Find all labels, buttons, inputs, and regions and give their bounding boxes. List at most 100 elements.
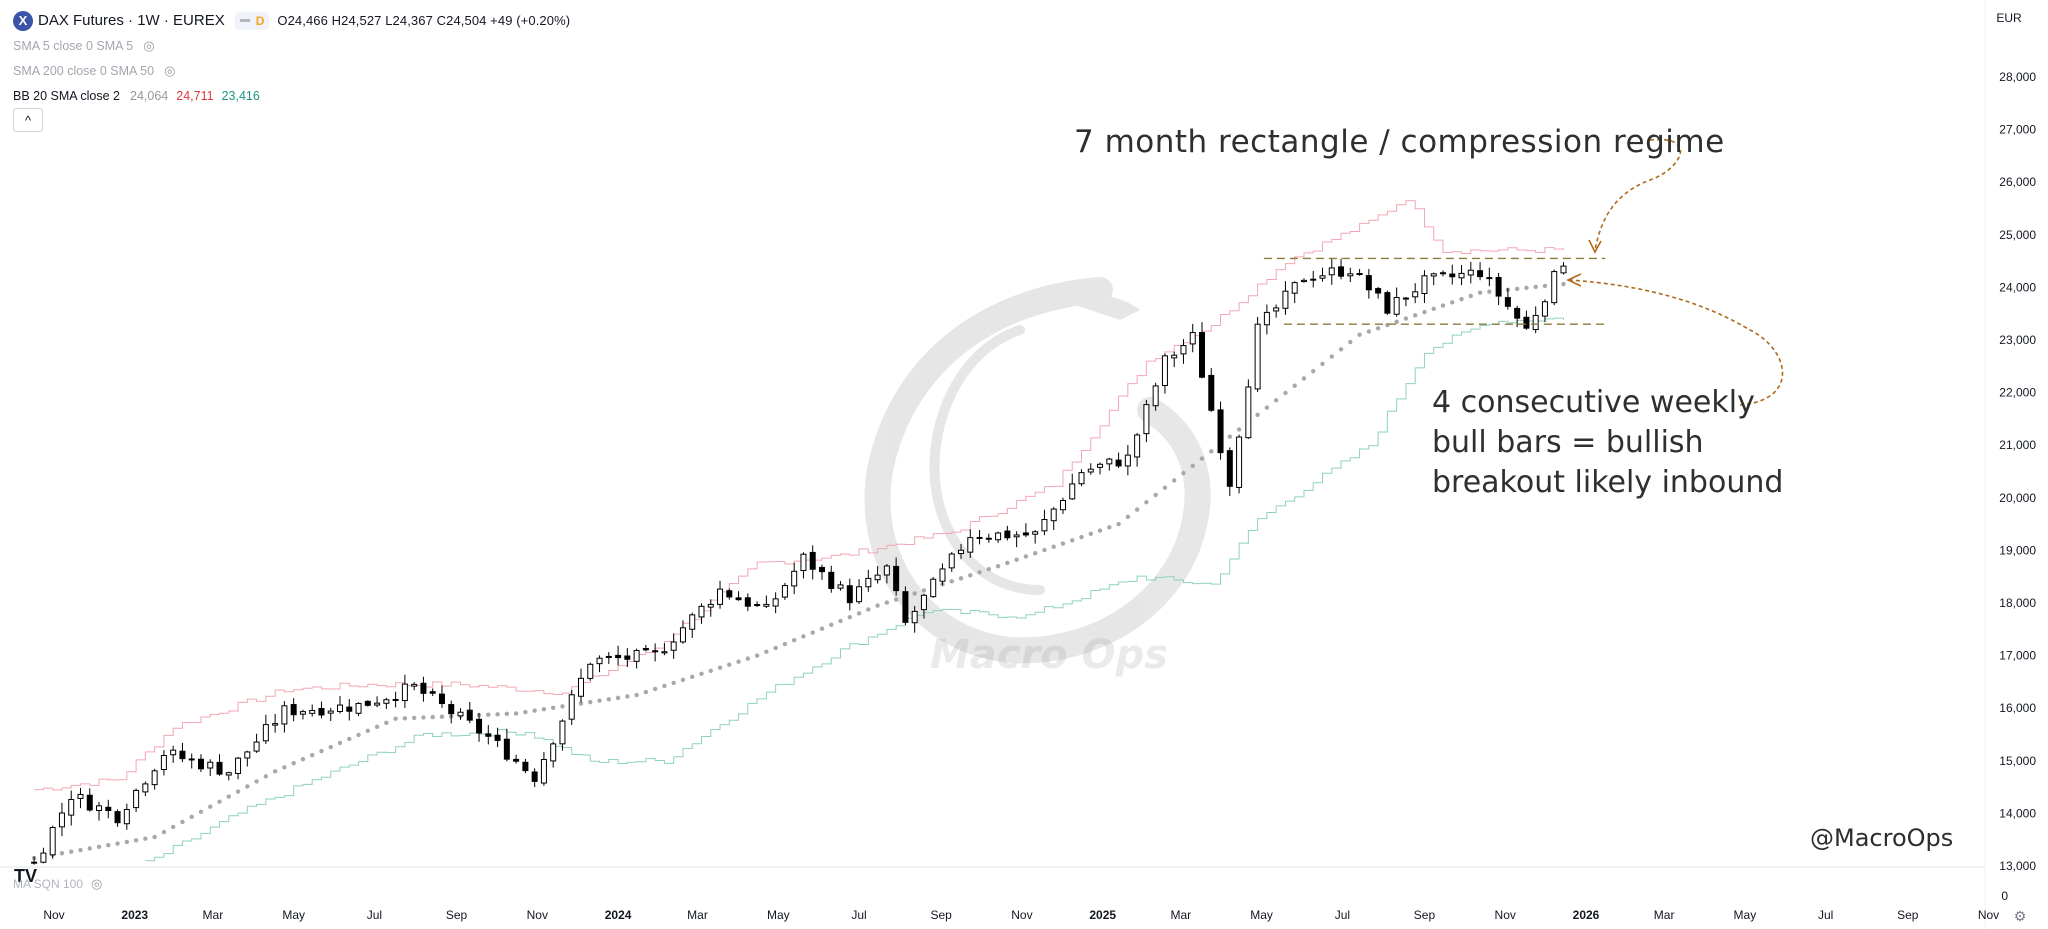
candle [494,727,501,748]
sma-dot [1385,322,1390,328]
eye-off-icon[interactable]: ◎ [143,37,155,53]
sma-dot [384,720,389,725]
bollinger-bands [34,200,1564,862]
sma-dot [958,576,964,581]
sma-dot [208,804,213,809]
bb-upper-value: 24,711 [176,88,214,103]
candle [605,652,612,664]
tradingview-logo-icon[interactable]: TV [14,866,38,886]
sma-dot [87,846,92,851]
currency-button[interactable]: EUR [1996,11,2022,25]
arrow-bottom-head [1566,273,1582,287]
candle [58,802,65,837]
candle [1523,310,1530,330]
candle [707,599,714,617]
sma-dot [217,799,222,804]
sma-dot [254,779,259,784]
sma-dot [745,656,751,661]
subpane-indicator-label[interactable]: MA SQN 100 ◎ [13,876,102,892]
sma-dot [1301,376,1307,381]
sma-dot [1440,303,1446,308]
sma-dot [1524,285,1529,291]
sma-dot [513,711,519,716]
sma-dot [1487,289,1492,294]
sma-dot [161,829,167,835]
candle [337,696,344,714]
candle [689,612,696,639]
sma-dot [801,634,806,639]
candle [1069,473,1076,500]
candle [420,676,427,702]
candle [754,601,761,608]
sma-dot [1023,554,1029,559]
time-axis[interactable]: Nov 2023 Mar May Jul Sep Nov 2024 Mar May Jul Sep No… [43,908,1999,922]
symbol-row[interactable]: X DAX Futures · 1W · EUREX D O24,466 H24… [13,8,570,33]
sma-dot [1412,313,1418,318]
candle [1402,296,1409,307]
candle [1180,339,1187,364]
candle [105,799,112,819]
symbol-title[interactable]: DAX Futures · 1W · EUREX [38,12,225,29]
candle [744,593,751,612]
candle [188,753,195,769]
indicator-row-sma5[interactable]: SMA 5 close 0 SMA 5 ◎ [13,33,570,58]
annotation-rectangle-label[interactable]: 7 month rectangle / compression regime [1074,124,1725,160]
sma-dot [272,769,278,774]
eye-off-icon[interactable]: ◎ [91,876,103,891]
collapse-legend-button[interactable]: ^ [13,108,43,132]
compression-rectangle[interactable] [1263,257,1606,325]
sma-dot [319,748,324,754]
candle [791,562,798,595]
sma-dot [829,622,834,628]
candle [893,557,900,596]
annotation-breakout-label[interactable]: 4 consecutive weekly bull bars = bullish… [1432,385,1784,500]
sma-dot [1125,514,1131,520]
candle [253,733,260,753]
sma-dot [773,645,778,651]
price-tick-label: 13,000 [1999,859,2036,873]
sma-dot [764,649,769,654]
candle [652,643,659,662]
sma-dot [856,611,862,616]
xetra-logo-icon: X [13,10,33,31]
sma-dot [152,834,157,840]
candle [577,668,584,703]
time-tick-label: 2025 [1089,908,1116,922]
candle [1152,382,1159,411]
candle [179,742,186,763]
time-tick-label: Mar [203,908,224,922]
sma-dot [671,680,676,686]
sma-dot [634,692,639,698]
indicator-row-bb[interactable]: BB 20 SMA close 2 24,064 24,711 23,416 [13,83,570,108]
sma-dot [1134,507,1140,512]
time-tick-label: Sep [1414,908,1436,922]
sma-dot [1283,390,1288,396]
candle [77,787,84,809]
author-handle: @MacroOps [1810,824,1954,852]
sma-dot [1209,449,1214,454]
sma-dot [717,665,723,670]
sma-dot [1060,541,1066,546]
gear-icon[interactable]: ⚙ [2013,907,2027,924]
market-status-pill[interactable]: D [234,11,270,30]
sma-dot [365,728,371,734]
indicator-row-sma200[interactable]: SMA 200 close 0 SMA 50 ◎ [13,58,570,83]
sma-dot [1014,557,1019,562]
price-axis[interactable]: 28,000 27,000 26,000 25,000 24,000 23,000 22,0… [1999,70,2036,873]
candle [49,825,56,859]
sma-dot [1227,434,1233,439]
candle [31,856,38,865]
candle [1477,262,1484,281]
candle [698,603,705,624]
dash-icon [239,19,250,22]
sma-dot [504,711,510,717]
candlesticks [31,258,1567,865]
candle [1254,316,1261,392]
candle [522,758,529,774]
eye-off-icon[interactable]: ◎ [164,62,176,78]
candle [939,563,946,586]
candle [244,750,251,767]
sma-dot [1329,354,1334,359]
candle [281,701,288,733]
